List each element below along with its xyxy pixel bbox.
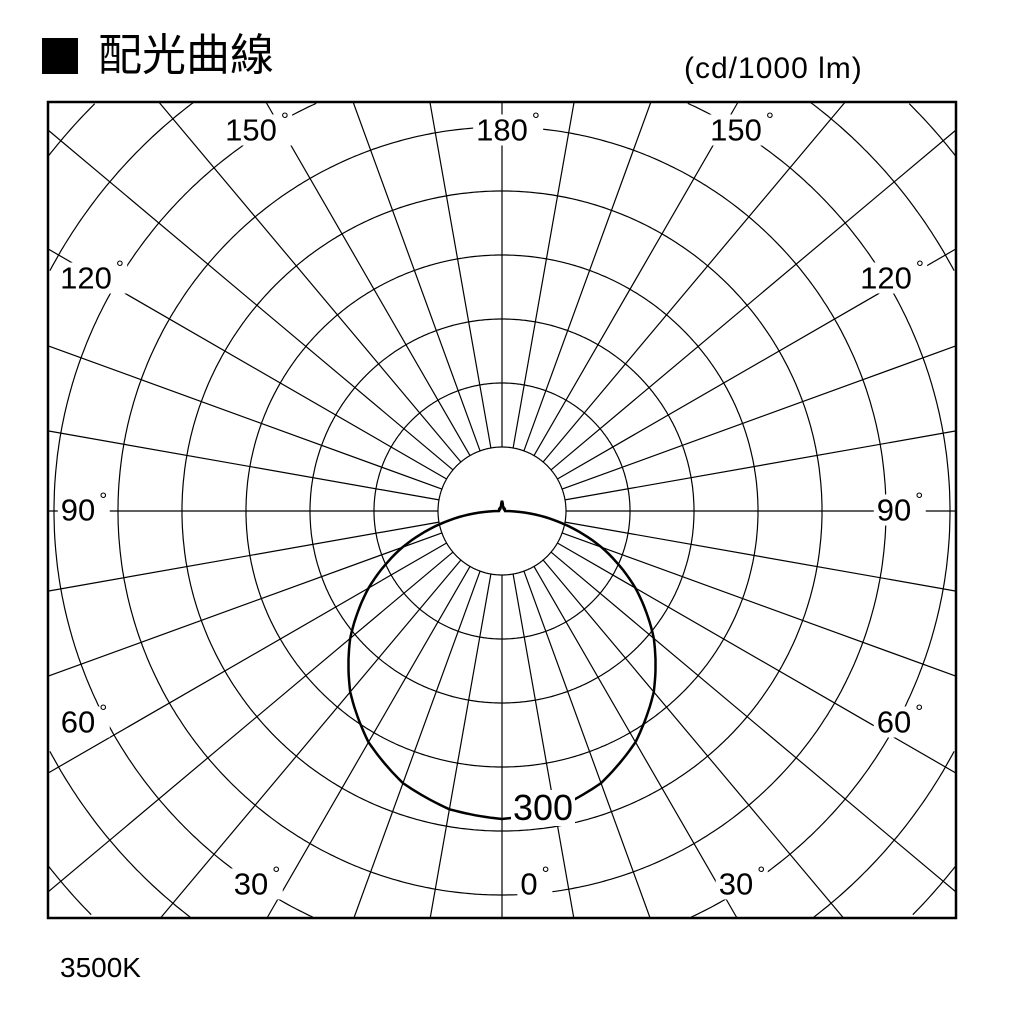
grid-radial-line xyxy=(429,573,492,919)
grid-radial-line xyxy=(523,570,651,919)
angle-label-text: 90 xyxy=(60,492,96,528)
grid-radial-line xyxy=(47,532,443,677)
grid-radial-line xyxy=(550,551,957,893)
angle-label: 180 ° xyxy=(473,111,543,148)
title-text: 配光曲線 xyxy=(98,30,274,81)
degree-symbol: ° xyxy=(531,109,540,132)
angle-label-text: 150 xyxy=(225,112,277,148)
angle-label: 90 ° xyxy=(873,491,927,528)
degree-symbol: ° xyxy=(280,109,289,132)
angle-label: 150 ° xyxy=(222,111,292,148)
angle-label-text: 120 xyxy=(60,260,112,296)
angle-label: 30 ° xyxy=(715,865,769,902)
grid-radial-line xyxy=(512,573,575,919)
angle-label: 90 ° xyxy=(57,491,111,528)
angle-label-text: 150 xyxy=(710,112,762,148)
grid-radial-line xyxy=(564,521,957,592)
grid-radial-line xyxy=(47,345,443,490)
grid-radial-line xyxy=(561,345,957,490)
grid-radial-line xyxy=(158,101,462,463)
angle-label: 120 ° xyxy=(857,259,927,296)
radial-value-label: 300 xyxy=(510,787,576,828)
grid-radial-line xyxy=(429,101,492,449)
angle-label-text: 180 xyxy=(476,112,528,148)
intensity-curve xyxy=(347,500,657,821)
degree-symbol: ° xyxy=(99,489,108,512)
caption: 3500K xyxy=(60,952,141,983)
grid-radial-line xyxy=(542,101,846,463)
degree-symbol: ° xyxy=(115,257,124,280)
degree-symbol: ° xyxy=(99,701,108,724)
angle-label-text: 60 xyxy=(60,704,96,740)
grid-radial-line xyxy=(533,101,739,456)
angle-label-text: 60 xyxy=(876,704,912,740)
angle-label: 150 ° xyxy=(707,111,777,148)
grid-radial-line xyxy=(47,521,440,592)
degree-symbol: ° xyxy=(757,863,766,886)
grid-radial-line xyxy=(561,532,957,677)
chart-title: 配光曲線 xyxy=(42,34,274,78)
grid-radial-line xyxy=(550,129,957,471)
grid xyxy=(47,101,957,919)
angle-label-text: 30 xyxy=(718,866,754,902)
angle-label-text: 90 xyxy=(876,492,912,528)
grid-radial-line xyxy=(542,559,844,919)
title-square-icon xyxy=(42,38,78,74)
grid-radial-line xyxy=(160,559,462,919)
grid-circle xyxy=(49,101,955,918)
unit-label: (cd/1000 lm) xyxy=(684,52,863,85)
angle-label: 30 ° xyxy=(230,865,284,902)
degree-symbol: ° xyxy=(915,701,924,724)
degree-symbol: ° xyxy=(272,863,281,886)
grid-radial-line xyxy=(265,101,471,456)
degree-symbol: ° xyxy=(765,109,774,132)
grid-radial-line xyxy=(352,101,481,452)
grid-radial-line xyxy=(564,430,957,501)
grid-radial-line xyxy=(47,551,454,893)
grid-circle xyxy=(47,103,957,916)
degree-symbol: ° xyxy=(541,863,550,886)
grid-radial-line xyxy=(47,129,454,471)
angle-label: 60 ° xyxy=(873,703,927,740)
grid-radial-line xyxy=(523,101,652,452)
grid-circle xyxy=(437,446,567,576)
degree-symbol: ° xyxy=(915,257,924,280)
angle-label: 0 ° xyxy=(517,865,553,902)
grid-radial-line xyxy=(353,570,481,919)
angle-label-text: 120 xyxy=(860,260,912,296)
grid-radial-line xyxy=(512,101,575,449)
angle-label-text: 30 xyxy=(233,866,269,902)
angle-label-text: 0 xyxy=(520,866,538,902)
frame xyxy=(46,100,958,920)
angle-label: 60 ° xyxy=(57,703,111,740)
grid-radial-line xyxy=(47,542,447,774)
grid-radial-line xyxy=(47,430,440,501)
degree-symbol: ° xyxy=(915,489,924,512)
angle-label: 120 ° xyxy=(57,259,127,296)
